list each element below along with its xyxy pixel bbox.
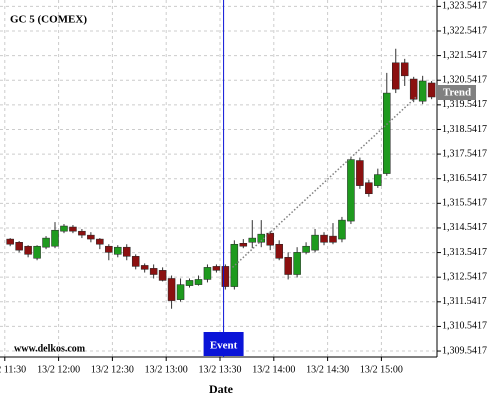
y-tick-label: 1,320.5417 bbox=[442, 75, 487, 86]
y-tick-label: 1,319.5417 bbox=[442, 99, 487, 110]
candle-body bbox=[275, 243, 283, 259]
candle-body bbox=[329, 235, 337, 243]
chart-title: GC 5 (COMEX) bbox=[10, 14, 87, 26]
y-tick-label: 1,316.5417 bbox=[442, 173, 487, 184]
x-tick-label: 13/2 14:30 bbox=[306, 364, 349, 375]
y-tick-label: 1,309.5417 bbox=[442, 345, 487, 356]
candle-body bbox=[167, 278, 176, 301]
candle-body bbox=[230, 243, 239, 287]
y-tick-label: 1,322.5417 bbox=[442, 25, 487, 36]
candle-body bbox=[15, 242, 23, 251]
candle-body bbox=[96, 238, 104, 245]
candle-body bbox=[33, 245, 41, 259]
candle-body bbox=[114, 246, 122, 255]
candle-body bbox=[105, 245, 113, 253]
candle-body bbox=[149, 268, 158, 275]
candle-body bbox=[248, 237, 257, 243]
candle-body bbox=[51, 229, 59, 247]
y-tick-label: 1,314.5417 bbox=[442, 222, 487, 233]
candle-body bbox=[392, 62, 400, 90]
candle-body bbox=[69, 226, 77, 232]
candle-body bbox=[374, 174, 382, 186]
candle-body bbox=[320, 234, 328, 243]
candle-body bbox=[293, 252, 301, 275]
y-tick-label: 1,310.5417 bbox=[442, 321, 487, 332]
candle-body bbox=[194, 279, 203, 285]
candle-body bbox=[87, 234, 95, 240]
candle-body bbox=[176, 284, 185, 300]
trend-label: Trend bbox=[443, 87, 471, 99]
x-tick-label: 13/2 12:30 bbox=[91, 364, 134, 375]
x-tick-label: 13/2 12:00 bbox=[37, 364, 80, 375]
y-tick-label: 1,323.5417 bbox=[442, 1, 487, 12]
candle-body bbox=[24, 245, 32, 255]
candle-body bbox=[131, 256, 140, 267]
candle-body bbox=[427, 82, 436, 98]
candle-body bbox=[78, 230, 86, 236]
candle-body bbox=[383, 92, 391, 174]
candle-body bbox=[42, 237, 50, 248]
candle-body bbox=[418, 80, 427, 102]
candle-body bbox=[409, 78, 418, 100]
x-tick-label: 13/2 13:00 bbox=[145, 364, 188, 375]
candle-body bbox=[221, 266, 230, 287]
candle-body bbox=[356, 160, 364, 186]
trend-label-box bbox=[438, 85, 476, 100]
x-axis-label: Date bbox=[209, 382, 234, 396]
y-tick-label: 1,321.5417 bbox=[442, 50, 487, 61]
y-tick-label: 1,312.5417 bbox=[442, 271, 487, 282]
candle-body bbox=[338, 219, 346, 240]
candle-body bbox=[302, 245, 310, 253]
watermark: www.delkos.com bbox=[14, 343, 86, 354]
candle-body bbox=[212, 266, 221, 271]
y-tick-label: 1,311.5417 bbox=[442, 296, 487, 307]
candle-body bbox=[60, 225, 68, 232]
y-tick-label: 1,315.5417 bbox=[442, 198, 487, 209]
candle-body bbox=[311, 234, 319, 251]
x-tick-label: 13/2 15:00 bbox=[360, 364, 403, 375]
y-tick-label: 1,318.5417 bbox=[442, 124, 487, 135]
x-tick-label: 13/2 11:30 bbox=[0, 364, 26, 375]
event-label: Event bbox=[210, 340, 238, 352]
candle-body bbox=[365, 182, 373, 195]
y-tick-label: 1,317.5417 bbox=[442, 148, 487, 159]
candle-body bbox=[185, 280, 194, 286]
candle-body bbox=[266, 232, 274, 246]
candle-body bbox=[203, 267, 212, 280]
candle-body bbox=[6, 238, 14, 245]
candle-body bbox=[400, 62, 409, 77]
event-label-box bbox=[203, 332, 244, 356]
y-tick-label: 1,313.5417 bbox=[442, 247, 487, 258]
candle-body bbox=[158, 270, 167, 281]
candle-body bbox=[140, 265, 149, 270]
candle-body bbox=[239, 243, 248, 247]
candle-body bbox=[284, 257, 292, 275]
x-tick-label: 13/2 14:00 bbox=[252, 364, 295, 375]
candle-body bbox=[347, 159, 355, 222]
candle-body bbox=[122, 246, 131, 257]
x-tick-label: 13/2 13:30 bbox=[198, 364, 241, 375]
